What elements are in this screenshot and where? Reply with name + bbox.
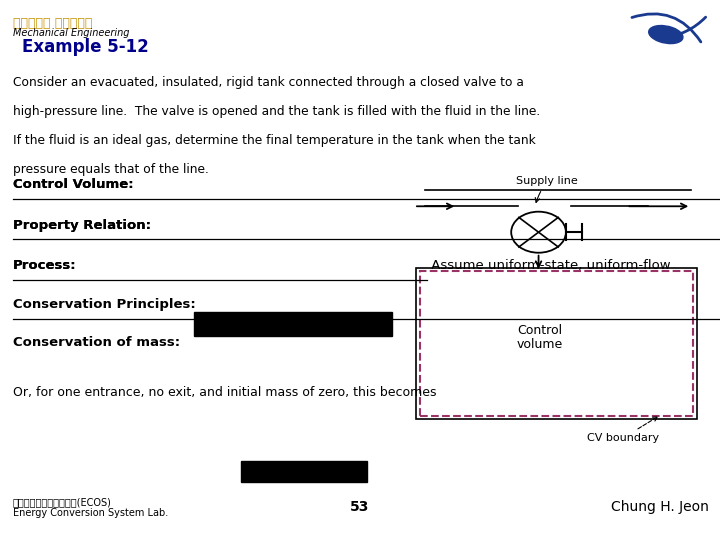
- Bar: [241, 461, 367, 482]
- Bar: [420, 271, 693, 416]
- Text: If the fluid is an ideal gas, determine the final temperature in the tank when t: If the fluid is an ideal gas, determine …: [13, 134, 536, 147]
- Text: pressure equals that of the line.: pressure equals that of the line.: [13, 163, 209, 176]
- Ellipse shape: [649, 25, 683, 44]
- Text: Assume uniform-state, uniform-flow: Assume uniform-state, uniform-flow: [427, 259, 670, 272]
- Text: 에너지변환시스템연구실(ECOS): 에너지변환시스템연구실(ECOS): [13, 497, 112, 508]
- Text: Control Volume:: Control Volume:: [13, 178, 134, 191]
- Text: Property Relation:: Property Relation:: [13, 219, 151, 232]
- Text: Process:: Process:: [13, 259, 76, 272]
- Text: high-pressure line.  The valve is opened and the tank is filled with the fluid i: high-pressure line. The valve is opened …: [13, 105, 540, 118]
- Text: Consider an evacuated, insulated, rigid tank connected through a closed valve to: Consider an evacuated, insulated, rigid …: [13, 76, 524, 89]
- Text: Process:: Process:: [13, 259, 76, 272]
- FancyArrowPatch shape: [663, 17, 706, 38]
- Text: Control Volume:: Control Volume:: [13, 178, 134, 191]
- Text: Property Relation:: Property Relation:: [13, 219, 151, 232]
- FancyArrowPatch shape: [632, 14, 701, 42]
- Bar: [416, 268, 697, 418]
- Text: Chung H. Jeon: Chung H. Jeon: [611, 500, 709, 514]
- Text: Control
volume: Control volume: [517, 323, 563, 352]
- Text: Energy Conversion System Lab.: Energy Conversion System Lab.: [13, 508, 168, 518]
- Text: Example 5-12: Example 5-12: [22, 38, 148, 56]
- Text: 부산대학교 기계공학부: 부산대학교 기계공학부: [13, 17, 92, 30]
- Text: 53: 53: [351, 500, 369, 514]
- Text: Supply line: Supply line: [516, 176, 578, 202]
- Text: Mechanical Engineering: Mechanical Engineering: [13, 28, 130, 38]
- Text: Conservation of mass:: Conservation of mass:: [13, 336, 180, 349]
- Bar: [194, 312, 392, 336]
- Text: Conservation Principles:: Conservation Principles:: [13, 298, 196, 311]
- Text: CV boundary: CV boundary: [587, 417, 659, 443]
- Text: Or, for one entrance, no exit, and initial mass of zero, this becomes: Or, for one entrance, no exit, and initi…: [13, 386, 436, 399]
